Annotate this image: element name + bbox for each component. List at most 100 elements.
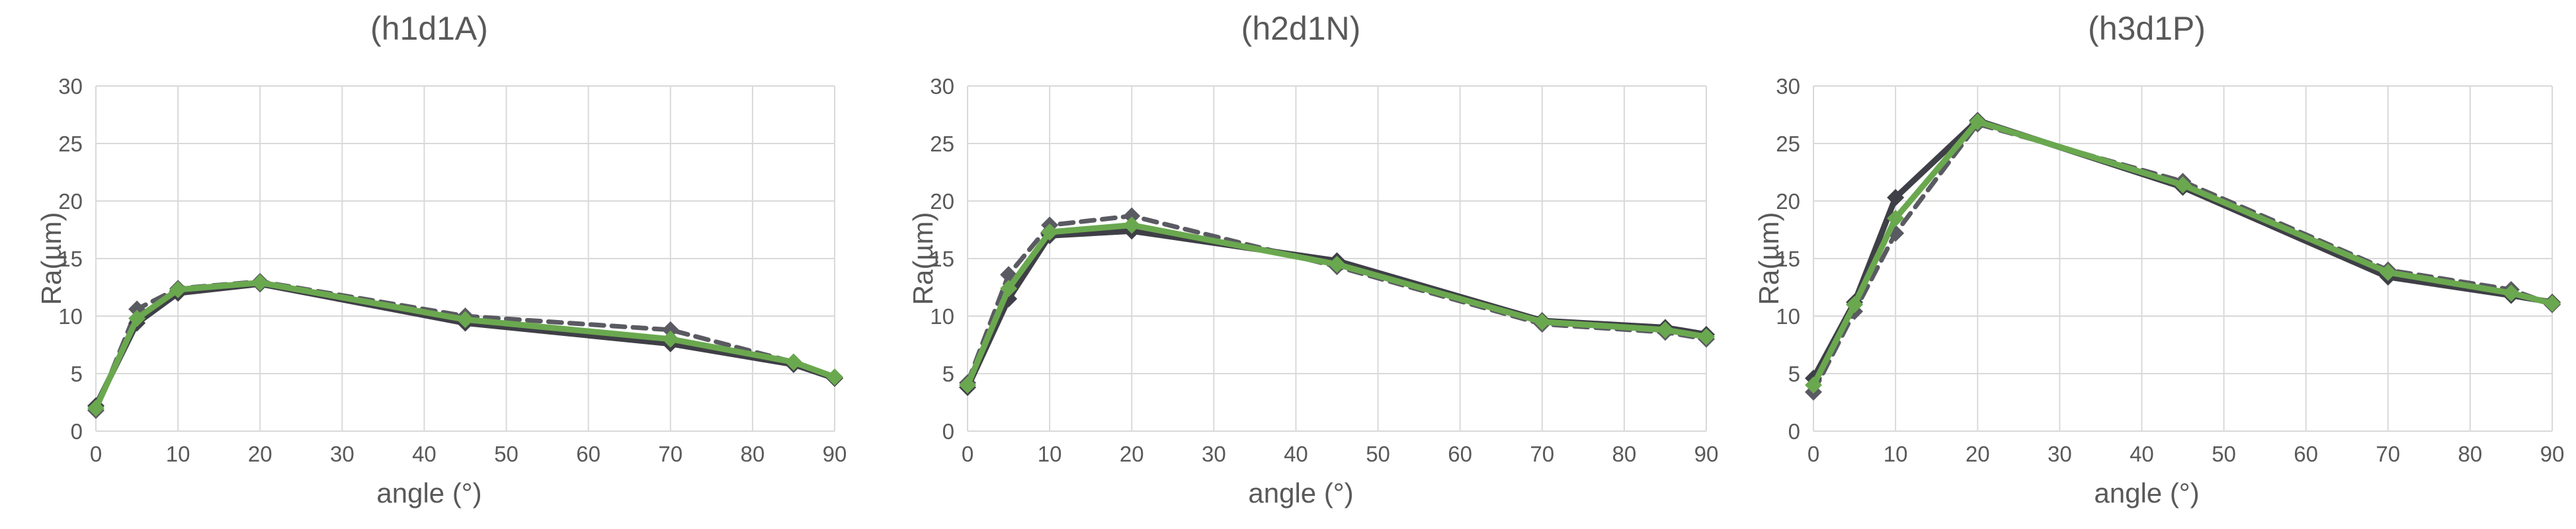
y-tick-label: 15	[930, 247, 954, 271]
data-point	[661, 321, 679, 339]
data-point	[2379, 263, 2397, 281]
data-point	[661, 330, 679, 348]
y-axis-title: Ra(µm)	[1753, 212, 1784, 305]
y-tick-label: 5	[71, 362, 83, 386]
data-point	[87, 399, 104, 417]
chart-title: (h1d1A)	[370, 10, 488, 47]
data-point	[1328, 255, 1346, 273]
x-axis-title: angle (°)	[2094, 477, 2200, 509]
x-tick-label: 90	[2540, 442, 2565, 466]
x-tick-label: 70	[2376, 442, 2400, 466]
x-tick-label: 0	[90, 442, 102, 466]
series-line	[93, 280, 838, 411]
y-tick-label: 15	[58, 247, 83, 271]
data-point	[1533, 313, 1551, 331]
x-tick-label: 60	[1448, 442, 1472, 466]
x-tick-label: 50	[494, 442, 519, 466]
y-tick-label: 25	[58, 132, 83, 156]
x-tick-label: 20	[1120, 442, 1144, 466]
x-axis-title: angle (°)	[376, 477, 482, 509]
y-tick-label: 30	[930, 74, 954, 99]
data-point	[1969, 112, 1987, 130]
y-tick-label: 10	[58, 304, 83, 329]
y-tick-label: 30	[1776, 74, 1800, 99]
data-point	[1656, 321, 1674, 339]
y-tick-label: 10	[1776, 304, 1800, 329]
x-tick-label: 30	[2048, 442, 2072, 466]
x-tick-label: 50	[2212, 442, 2236, 466]
data-point	[251, 274, 269, 292]
y-tick-label: 5	[942, 362, 954, 386]
x-tick-label: 30	[330, 442, 354, 466]
x-tick-label: 50	[1366, 442, 1390, 466]
data-point	[1698, 328, 1715, 346]
x-tick-label: 40	[1284, 442, 1308, 466]
y-axis-title: Ra(µm)	[907, 212, 938, 305]
data-point	[826, 368, 843, 386]
series-line	[964, 222, 1710, 388]
chart-plot: 0 5 10 15 20 25 30 0 10 20 30 40 50 60 70 80 90	[1776, 74, 2565, 466]
x-tick-label: 10	[1038, 442, 1062, 466]
x-tick-label: 20	[1966, 442, 1990, 466]
chart-plot: 0 5 10 15 20 25 30 0 10 20 30 40 50 60 70 80 90	[930, 74, 1719, 466]
x-axis-title: angle (°)	[1248, 477, 1354, 509]
data-point	[1123, 207, 1141, 225]
x-tick-label: 80	[741, 442, 765, 466]
data-point	[2174, 176, 2192, 194]
data-point	[456, 311, 474, 329]
y-tick-label: 20	[1776, 189, 1800, 214]
y-tick-label: 5	[1788, 362, 1800, 386]
x-tick-label: 0	[962, 442, 974, 466]
x-tick-label: 30	[1202, 442, 1226, 466]
data-point	[1887, 210, 1905, 227]
x-tick-label: 10	[166, 442, 190, 466]
x-tick-label: 90	[1694, 442, 1719, 466]
chart-plot: 0 5 10 15 20 25 30 0 10 20 30 40 50 60 70 80 90	[58, 74, 847, 466]
data-point	[784, 353, 802, 371]
data-point	[2502, 284, 2520, 302]
y-tick-label: 20	[58, 189, 83, 214]
data-point	[1000, 280, 1018, 298]
y-tick-label: 10	[930, 304, 954, 329]
data-point	[1887, 224, 1905, 242]
y-tick-label: 15	[1776, 247, 1800, 271]
data-point	[1000, 290, 1018, 307]
chart-title: (h2d1N)	[1241, 10, 1361, 47]
x-tick-label: 10	[1884, 442, 1908, 466]
series-line	[965, 214, 1709, 386]
data-point	[959, 376, 976, 394]
y-tick-label: 25	[930, 132, 954, 156]
y-tick-label: 0	[71, 419, 83, 444]
data-point	[1805, 376, 1822, 394]
data-point	[1887, 188, 1905, 206]
x-tick-label: 80	[1612, 442, 1637, 466]
y-tick-label: 0	[942, 419, 954, 444]
data-point	[1041, 223, 1059, 241]
data-point	[1123, 216, 1141, 234]
chart-title: (h3d1P)	[2088, 10, 2206, 47]
series-line	[1810, 117, 2555, 382]
x-tick-label: 40	[412, 442, 436, 466]
series-line	[1810, 118, 2555, 388]
x-tick-label: 90	[823, 442, 847, 466]
series-line	[93, 279, 837, 413]
x-tick-label: 20	[248, 442, 272, 466]
x-tick-label: 70	[1530, 442, 1554, 466]
chart-panel-h2d1n: (h2d1N) 0 5 10 15 20 25 30 0 10 20 30 40 50 60 70 80 90 …	[872, 0, 1730, 529]
y-tick-label: 0	[1788, 419, 1800, 444]
data-point	[169, 280, 187, 298]
y-axis-title: Ra(µm)	[36, 212, 67, 305]
data-point	[1846, 296, 1864, 313]
chart-panel-h3d1p: (h3d1P) 0 5 10 15 20 25 30 0 10 20 30 40 50 60 70 80 90 …	[1718, 0, 2576, 529]
x-tick-label: 0	[1807, 442, 1819, 466]
y-tick-label: 20	[930, 189, 954, 214]
x-tick-label: 40	[2130, 442, 2154, 466]
x-tick-label: 70	[658, 442, 683, 466]
chart-panel-h1d1a: (h1d1A) 0 5 10 15 20 25 30 0 10 20 30 40 50 60 70 80 90 …	[0, 0, 858, 529]
y-tick-label: 25	[1776, 132, 1800, 156]
data-point	[128, 309, 146, 327]
x-tick-label: 60	[2294, 442, 2318, 466]
x-tick-label: 60	[576, 442, 601, 466]
x-tick-label: 80	[2458, 442, 2483, 466]
